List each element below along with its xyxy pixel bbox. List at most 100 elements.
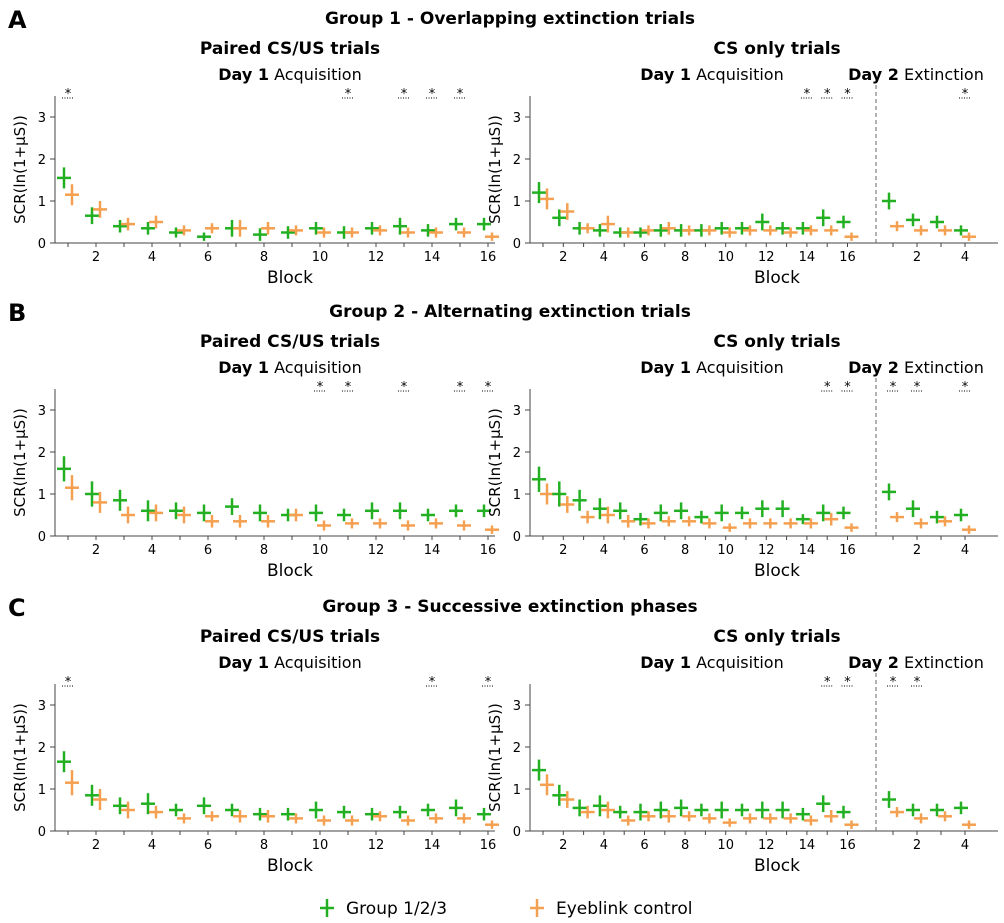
- x-tick-label: 2: [913, 543, 921, 558]
- x-tick-label: 10: [312, 543, 329, 558]
- day-label: Day 1 Acquisition: [640, 653, 783, 672]
- panel-letter: C: [8, 594, 26, 622]
- y-tick-label: 0: [513, 237, 521, 252]
- panel-title: Group 3 - Successive extinction phases: [322, 597, 697, 617]
- x-tick-label: 2: [559, 250, 567, 265]
- x-tick-label: 12: [758, 250, 775, 265]
- significance-star: *: [804, 87, 811, 102]
- x-tick-label: 2: [559, 543, 567, 558]
- significance-star: *: [345, 380, 352, 395]
- y-tick-label: 1: [513, 488, 521, 503]
- y-tick-label: 1: [513, 195, 521, 210]
- x-axis-label: Block: [267, 561, 313, 581]
- significance-star: *: [844, 675, 851, 690]
- significance-star: *: [401, 87, 408, 102]
- day-label: Day 2 Extinction: [848, 653, 984, 672]
- day-number: Day 1: [640, 65, 691, 84]
- y-tick-label: 0: [513, 825, 521, 840]
- x-tick-label: 16: [839, 838, 856, 853]
- x-tick-label: 4: [600, 838, 608, 853]
- chart-title: Paired CS/US trials: [200, 39, 380, 59]
- y-tick-label: 0: [38, 237, 46, 252]
- y-axis-label: SCR(ln(1+µS)): [11, 115, 29, 224]
- day-label: Day 2 Extinction: [848, 358, 984, 377]
- day-number: Day 1: [218, 65, 269, 84]
- x-tick-label: 16: [480, 543, 497, 558]
- x-tick-label: 10: [312, 838, 329, 853]
- legend-label: Eyeblink control: [556, 899, 692, 919]
- day-phase: Acquisition: [274, 653, 362, 672]
- significance-star: *: [429, 87, 436, 102]
- x-tick-label: 4: [148, 250, 156, 265]
- y-axis-label: SCR(ln(1+µS)): [486, 703, 504, 812]
- x-tick-label: 2: [913, 838, 921, 853]
- day-label: Day 1 Acquisition: [640, 358, 783, 377]
- day-phase: Extinction: [904, 65, 984, 84]
- x-tick-label: 6: [640, 250, 648, 265]
- day-phase: Acquisition: [274, 358, 362, 377]
- panel-letter: B: [8, 299, 26, 327]
- chart-title: CS only trials: [713, 627, 840, 647]
- chart-title: CS only trials: [713, 332, 840, 352]
- significance-star: *: [844, 87, 851, 102]
- day-number: Day 1: [218, 653, 269, 672]
- x-tick-label: 4: [961, 250, 969, 265]
- significance-star: *: [457, 87, 464, 102]
- y-tick-label: 1: [38, 195, 46, 210]
- significance-star: *: [345, 87, 352, 102]
- significance-star: *: [485, 380, 492, 395]
- x-axis-label: Block: [267, 268, 313, 288]
- x-tick-label: 12: [758, 543, 775, 558]
- day-label: Day 1 Acquisition: [218, 65, 361, 84]
- x-tick-label: 16: [839, 543, 856, 558]
- significance-star: *: [429, 675, 436, 690]
- significance-star: *: [65, 675, 72, 690]
- x-tick-label: 4: [600, 543, 608, 558]
- y-tick-label: 3: [38, 699, 46, 714]
- y-axis-label: SCR(ln(1+µS)): [11, 408, 29, 517]
- day-label: Day 1 Acquisition: [218, 358, 361, 377]
- y-tick-label: 2: [38, 446, 46, 461]
- y-tick-label: 1: [38, 783, 46, 798]
- x-axis-label: Block: [754, 268, 800, 288]
- day-label: Day 1 Acquisition: [640, 65, 783, 84]
- panel-title: Group 2 - Alternating extinction trials: [329, 302, 691, 322]
- x-tick-label: 12: [368, 250, 385, 265]
- x-tick-label: 4: [600, 250, 608, 265]
- x-tick-label: 16: [480, 250, 497, 265]
- x-tick-label: 14: [799, 543, 816, 558]
- day-phase: Acquisition: [696, 65, 784, 84]
- x-tick-label: 6: [204, 543, 212, 558]
- x-tick-label: 10: [312, 250, 329, 265]
- y-axis-label: SCR(ln(1+µS)): [486, 408, 504, 517]
- y-tick-label: 2: [513, 153, 521, 168]
- y-tick-label: 2: [513, 446, 521, 461]
- x-tick-label: 4: [148, 838, 156, 853]
- significance-star: *: [401, 380, 408, 395]
- day-number: Day 2: [848, 358, 899, 377]
- significance-star: *: [824, 87, 831, 102]
- x-tick-label: 8: [681, 838, 689, 853]
- day-phase: Acquisition: [696, 653, 784, 672]
- x-axis-label: Block: [754, 856, 800, 876]
- day-number: Day 1: [218, 358, 269, 377]
- y-tick-label: 2: [513, 741, 521, 756]
- day-label: Day 1 Acquisition: [218, 653, 361, 672]
- x-tick-label: 4: [961, 838, 969, 853]
- day-phase: Extinction: [904, 653, 984, 672]
- x-axis-label: Block: [267, 856, 313, 876]
- x-tick-label: 6: [204, 838, 212, 853]
- y-tick-label: 3: [513, 111, 521, 126]
- significance-star: *: [914, 675, 921, 690]
- x-tick-label: 8: [260, 838, 268, 853]
- chart-title: Paired CS/US trials: [200, 627, 380, 647]
- x-tick-label: 8: [260, 543, 268, 558]
- significance-star: *: [65, 87, 72, 102]
- day-number: Day 1: [640, 653, 691, 672]
- day-number: Day 1: [640, 358, 691, 377]
- significance-star: *: [890, 380, 897, 395]
- x-tick-label: 12: [368, 543, 385, 558]
- significance-star: *: [824, 380, 831, 395]
